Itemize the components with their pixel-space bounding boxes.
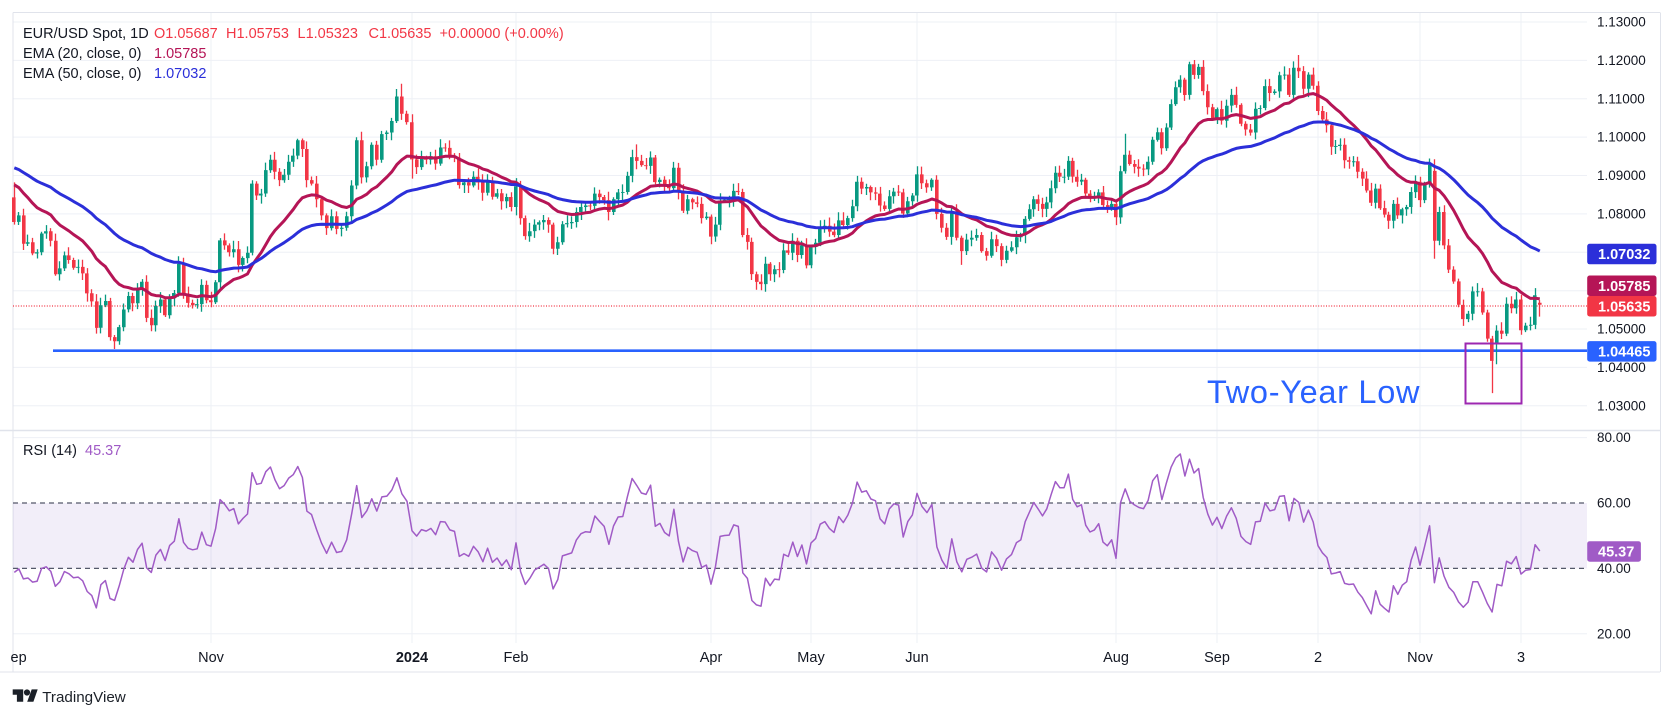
svg-text:1.08000: 1.08000 bbox=[1597, 206, 1646, 221]
svg-text:1.11000: 1.11000 bbox=[1597, 91, 1645, 106]
svg-text:40.00: 40.00 bbox=[1597, 561, 1631, 576]
svg-text:2024: 2024 bbox=[396, 650, 428, 666]
svg-text:80.00: 80.00 bbox=[1597, 430, 1631, 445]
svg-text:1.04465: 1.04465 bbox=[1598, 345, 1650, 361]
svg-text:1.04000: 1.04000 bbox=[1597, 360, 1646, 375]
svg-text:20.00: 20.00 bbox=[1597, 626, 1631, 641]
svg-text:Aug: Aug bbox=[1103, 650, 1129, 666]
svg-text:1.05785: 1.05785 bbox=[1598, 279, 1650, 295]
svg-text:Sep: Sep bbox=[1204, 650, 1230, 666]
svg-text:2: 2 bbox=[1314, 650, 1322, 666]
svg-text:May: May bbox=[797, 650, 825, 666]
svg-text:Feb: Feb bbox=[504, 650, 529, 666]
svg-text:ep: ep bbox=[11, 650, 27, 666]
svg-text:RSI (14)45.37: RSI (14) 45.37 bbox=[23, 443, 121, 459]
svg-text:1.03000: 1.03000 bbox=[1597, 398, 1646, 413]
svg-text:1.07032: 1.07032 bbox=[1598, 247, 1650, 263]
svg-text:Nov: Nov bbox=[1407, 650, 1434, 666]
svg-text:Nov: Nov bbox=[198, 650, 225, 666]
svg-text:TradingView: TradingView bbox=[42, 689, 126, 706]
svg-text:1.09000: 1.09000 bbox=[1597, 168, 1646, 183]
svg-text:EMA (50, close, 0)1.07032: EMA (50, close, 0) 1.07032 bbox=[23, 66, 206, 82]
svg-text:Jun: Jun bbox=[905, 650, 928, 666]
svg-text:1.05635: 1.05635 bbox=[1598, 299, 1650, 315]
svg-text:1.13000: 1.13000 bbox=[1597, 15, 1646, 30]
svg-text:1.10000: 1.10000 bbox=[1597, 130, 1646, 145]
svg-text:Apr: Apr bbox=[700, 650, 723, 666]
svg-text:3: 3 bbox=[1517, 650, 1525, 666]
svg-text:Two-Year Low: Two-Year Low bbox=[1207, 374, 1420, 410]
svg-text:45.37: 45.37 bbox=[1598, 545, 1634, 561]
svg-text:1.12000: 1.12000 bbox=[1597, 53, 1646, 68]
svg-text:60.00: 60.00 bbox=[1597, 496, 1631, 511]
svg-text:1.05000: 1.05000 bbox=[1597, 322, 1646, 337]
svg-text:EMA (20, close, 0)1.05785: EMA (20, close, 0) 1.05785 bbox=[23, 46, 206, 62]
